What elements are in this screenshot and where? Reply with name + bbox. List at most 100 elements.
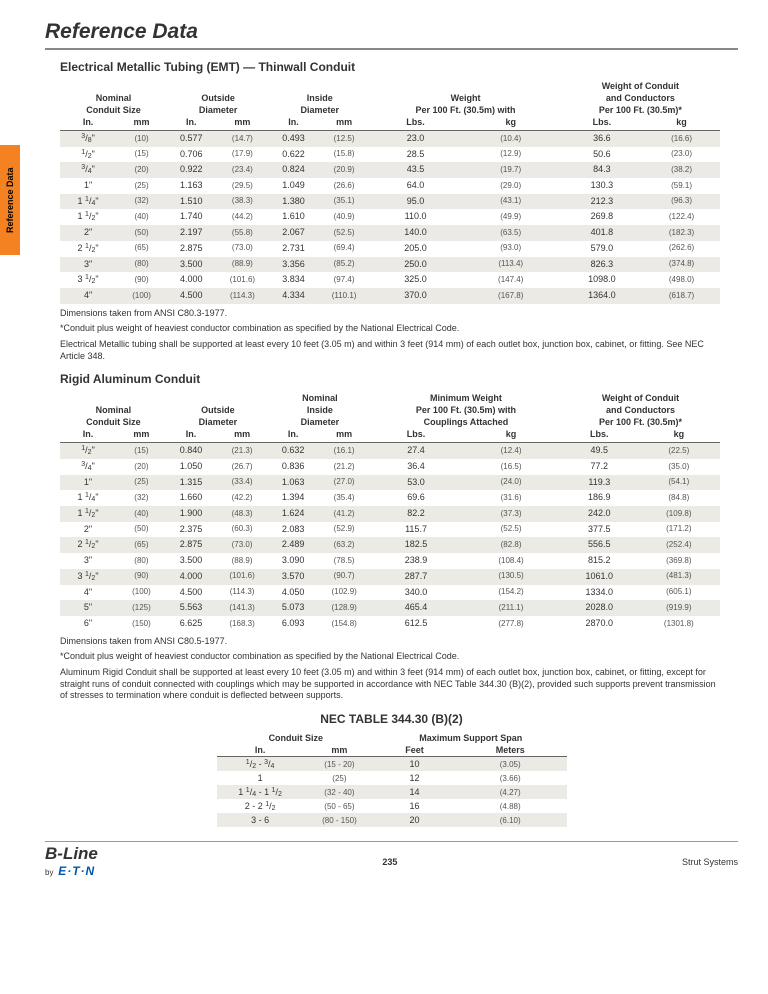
table-cell: (24.0) — [461, 475, 561, 491]
table-cell: 2.875 — [167, 537, 215, 553]
table-row: 1/2 - 3/4(15 - 20)10(3.05) — [217, 757, 567, 772]
table-cell: (35.4) — [317, 490, 371, 506]
table-cell: 43.5 — [370, 162, 460, 178]
col-header: Maximum Support Span — [375, 732, 566, 744]
table-cell: 3/8" — [60, 131, 116, 147]
table-cell: 3 1/2" — [60, 272, 116, 288]
unit-header: In. — [60, 428, 116, 443]
unit-header: mm — [304, 744, 375, 757]
table-cell: (52.5) — [461, 522, 561, 538]
table-cell: (605.1) — [638, 585, 720, 601]
col-header: Minimum Weight — [371, 392, 561, 404]
table-cell: (35.1) — [318, 194, 371, 210]
table-cell: 16 — [375, 799, 454, 813]
table-cell: (12.9) — [461, 147, 561, 163]
table-cell: 1" — [60, 475, 116, 491]
unit-header: In. — [167, 116, 216, 131]
table-cell: 2.067 — [269, 225, 318, 241]
table-cell: (90) — [116, 272, 167, 288]
table-cell: 27.4 — [371, 443, 461, 459]
table-cell: 64.0 — [370, 178, 460, 194]
page-title: Reference Data — [45, 20, 738, 50]
table-cell: 110.0 — [370, 209, 460, 225]
unit-header: In. — [167, 428, 215, 443]
table-row: 2"(50)2.197(55.8)2.067(52.5)140.0(63.5)4… — [60, 225, 720, 241]
col-header: Conduit Size — [60, 104, 167, 116]
table-cell: (12.5) — [318, 131, 371, 147]
table-cell: (147.4) — [461, 272, 561, 288]
table-cell: 556.5 — [561, 537, 638, 553]
table-cell: 1/2" — [60, 147, 116, 163]
table-cell: 1.380 — [269, 194, 318, 210]
table-cell: (14.7) — [216, 131, 270, 147]
table-cell: 0.824 — [269, 162, 318, 178]
col-header: Inside — [269, 404, 371, 416]
table-cell: (52.5) — [318, 225, 371, 241]
table-cell: 4.000 — [167, 569, 215, 585]
table-cell: 1.660 — [167, 490, 215, 506]
table-cell: 287.7 — [371, 569, 461, 585]
table-row: 3 - 6(80 - 150)20(6.10) — [217, 813, 567, 827]
table-cell: 4" — [60, 288, 116, 304]
table-cell: 0.632 — [269, 443, 317, 459]
table-row: 1/2"(15)0.840(21.3)0.632(16.1)27.4(12.4)… — [60, 443, 720, 459]
table-cell: 340.0 — [371, 585, 461, 601]
table-cell: 119.3 — [561, 475, 638, 491]
table-cell: (29.5) — [216, 178, 270, 194]
table-cell: (15 - 20) — [304, 757, 375, 772]
table-row: 3 1/2"(90)4.000(101.6)3.834(97.4)325.0(1… — [60, 272, 720, 288]
table-cell: (27.0) — [317, 475, 371, 491]
table-cell: (40) — [116, 209, 167, 225]
table-cell: (60.3) — [215, 522, 269, 538]
table-cell: (20.9) — [318, 162, 371, 178]
table-cell: (252.4) — [638, 537, 720, 553]
table-row: 3 1/2"(90)4.000(101.6)3.570(90.7)287.7(1… — [60, 569, 720, 585]
page-number: 235 — [382, 857, 397, 867]
footnote: *Conduit plus weight of heaviest conduct… — [60, 323, 723, 335]
table-cell: 95.0 — [370, 194, 460, 210]
table-cell: 401.8 — [561, 225, 643, 241]
table-cell: (167.8) — [461, 288, 561, 304]
col-header: Diameter — [269, 416, 371, 428]
table-cell: 1334.0 — [561, 585, 638, 601]
table-cell: (125) — [116, 600, 167, 616]
table-cell: 140.0 — [370, 225, 460, 241]
rigid-aluminum-table: NominalMinimum WeightWeight of ConduitNo… — [60, 392, 720, 631]
table-cell: 6" — [60, 616, 116, 632]
table-cell: (3.66) — [454, 771, 567, 785]
col-header: Diameter — [167, 104, 269, 116]
col-header: Outside — [167, 404, 269, 416]
table-cell: 3 - 6 — [217, 813, 304, 827]
col-header: Nominal — [60, 404, 167, 416]
table-cell: 2.489 — [269, 537, 317, 553]
table-cell: 3/4" — [60, 162, 116, 178]
table-cell: (182.3) — [643, 225, 720, 241]
table-cell: 1.394 — [269, 490, 317, 506]
col-header: Per 100 Ft. (30.5m)* — [561, 416, 720, 428]
table-cell: 205.0 — [370, 241, 460, 257]
unit-header: mm — [317, 428, 371, 443]
table-cell: (102.9) — [317, 585, 371, 601]
table-cell: 1 — [217, 771, 304, 785]
table-row: 2 - 2 1/2(50 - 65)16(4.88) — [217, 799, 567, 813]
table-cell: 4.334 — [269, 288, 318, 304]
unit-header: In. — [269, 116, 318, 131]
table-cell: (26.6) — [318, 178, 371, 194]
table-cell: (15) — [116, 147, 167, 163]
section3-title: NEC TABLE 344.30 (B)(2) — [45, 712, 738, 726]
table-cell: 4.000 — [167, 272, 216, 288]
col-header: Conduit Size — [217, 732, 376, 744]
table-cell: 212.3 — [561, 194, 643, 210]
table-cell: 1" — [60, 178, 116, 194]
table-cell: 2" — [60, 225, 116, 241]
table-cell: (262.6) — [643, 241, 720, 257]
col-header — [269, 80, 370, 92]
table-cell: 377.5 — [561, 522, 638, 538]
unit-header: mm — [116, 116, 167, 131]
table-cell: 1.740 — [167, 209, 216, 225]
unit-header: In. — [217, 744, 304, 757]
unit-header: mm — [116, 428, 167, 443]
table-cell: (110.1) — [318, 288, 371, 304]
table-cell: 1 1/2" — [60, 209, 116, 225]
col-header — [60, 392, 167, 404]
